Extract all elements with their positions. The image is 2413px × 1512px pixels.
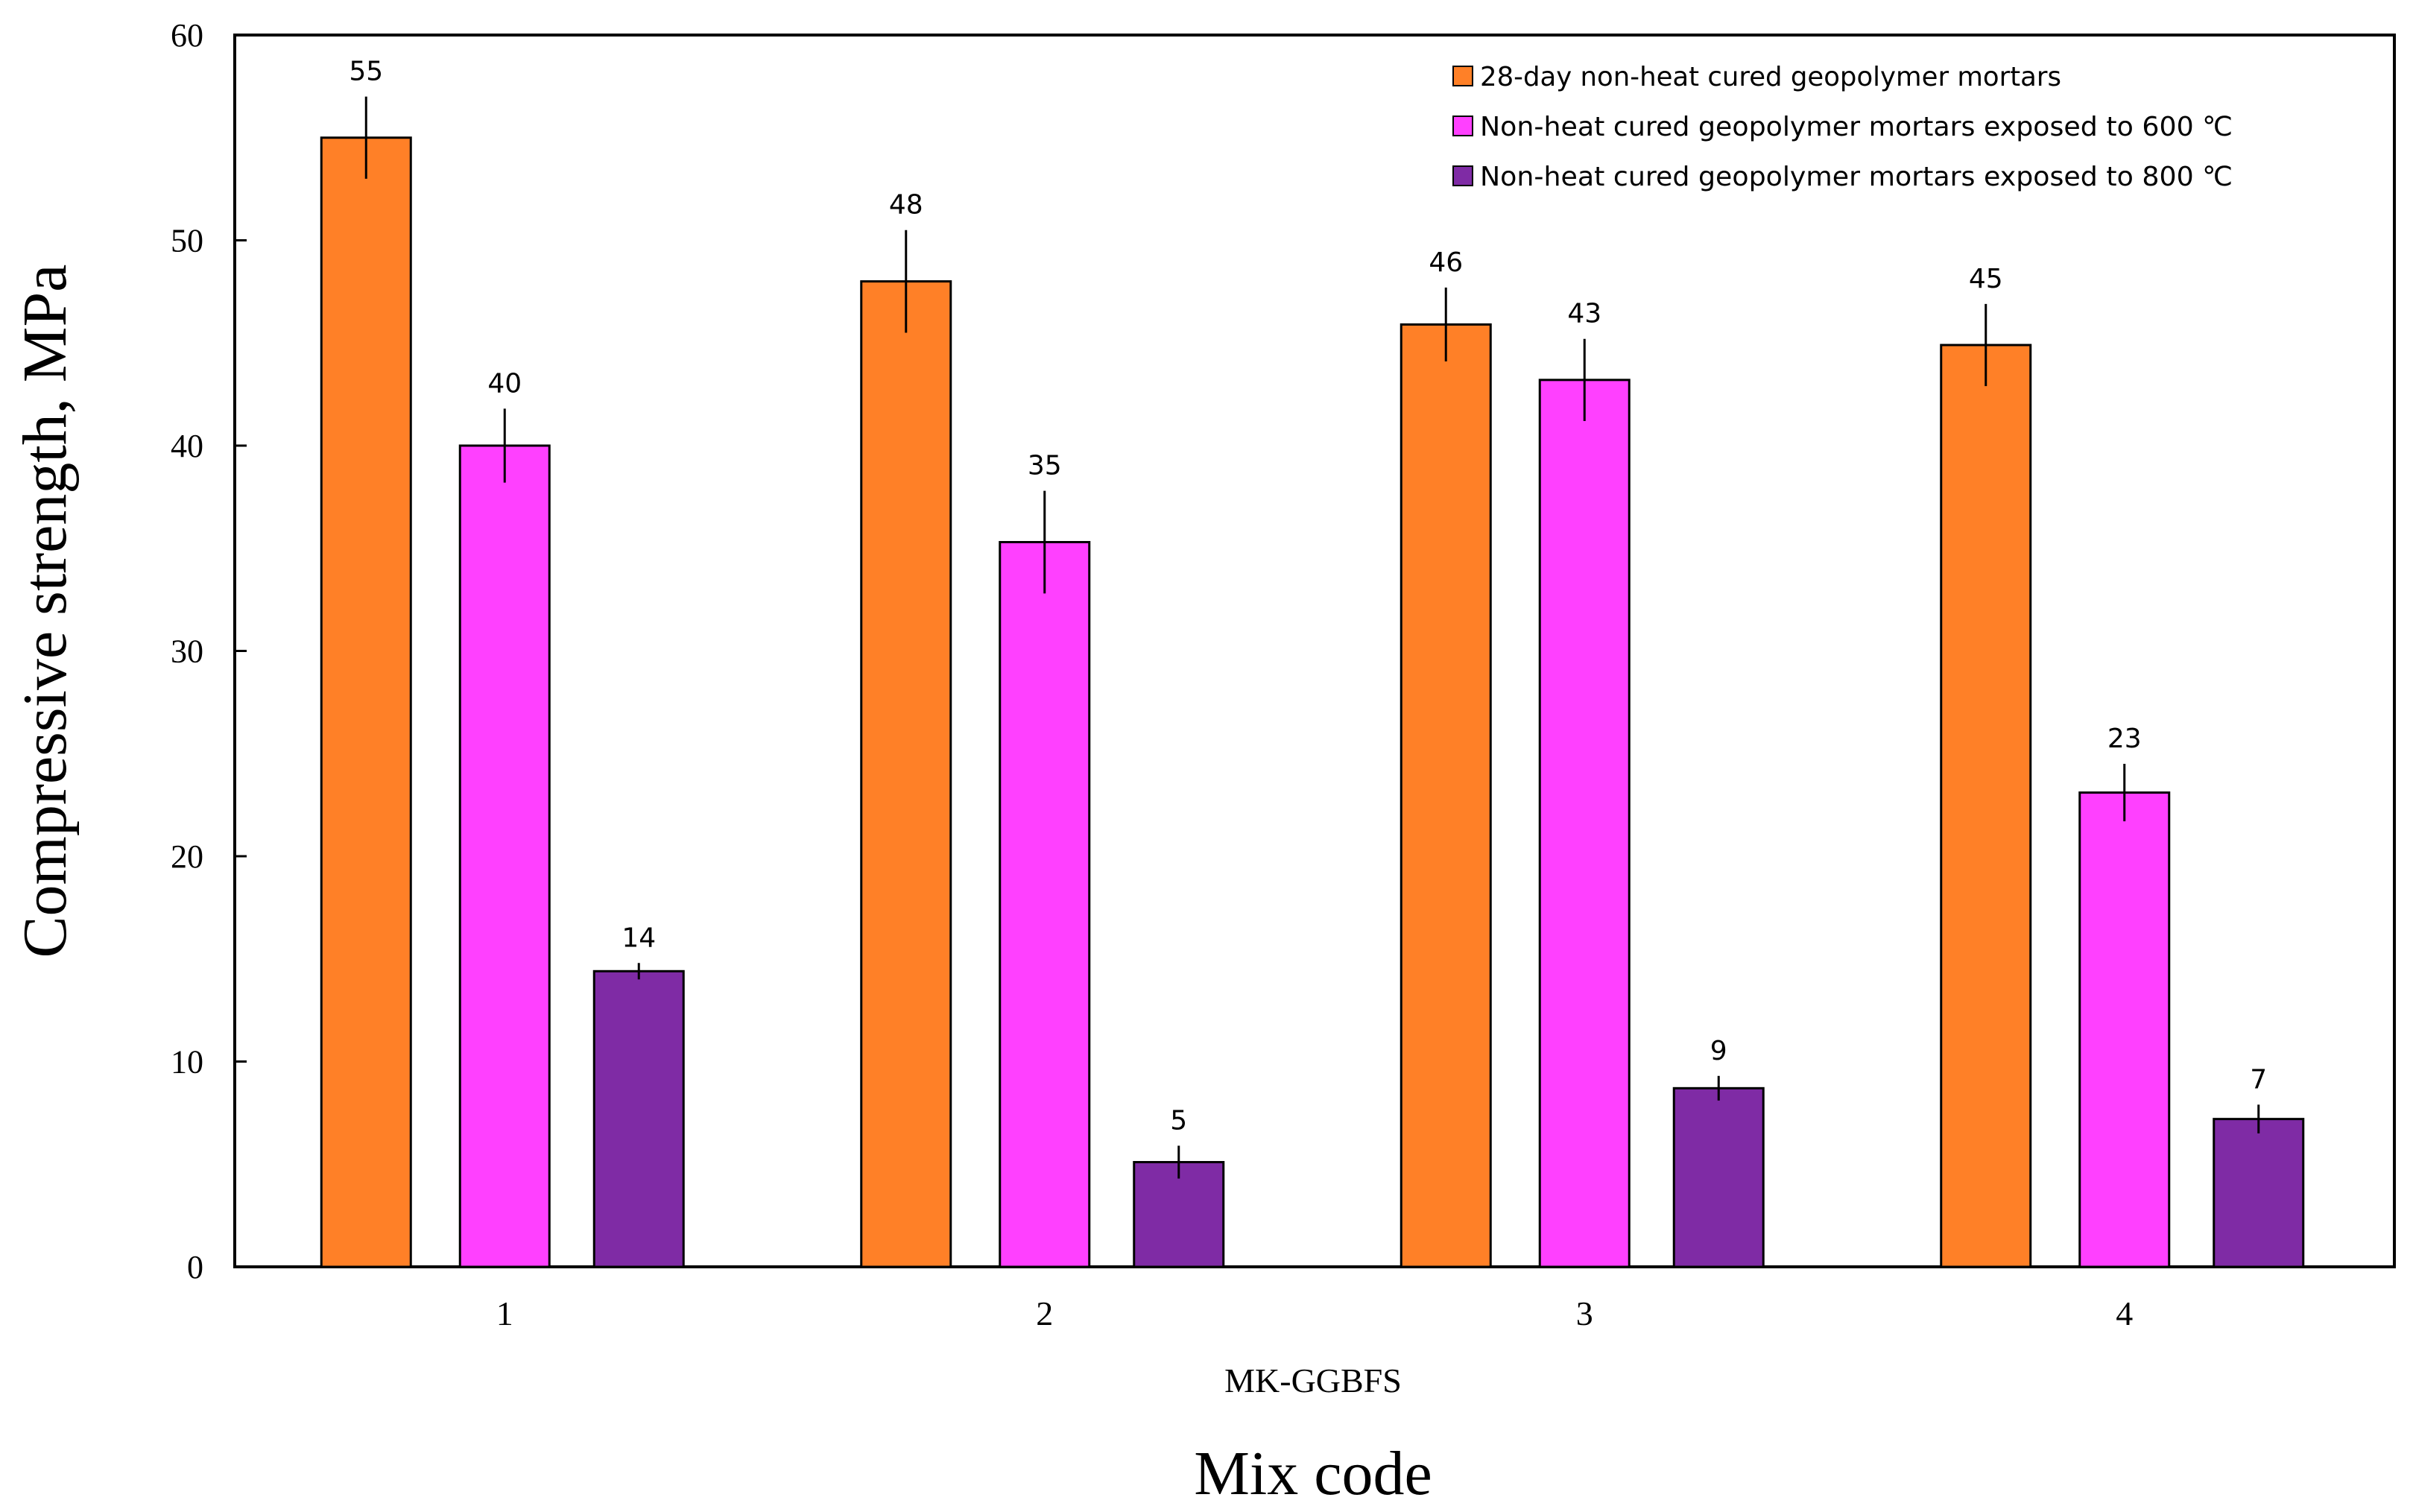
legend-label: Non-heat cured geopolymer mortars expose…	[1480, 112, 2233, 142]
y-tick-label: 50	[171, 223, 203, 259]
legend: 28-day non-heat cured geopolymer mortars…	[1452, 62, 2233, 192]
legend-swatch	[1452, 116, 1473, 136]
bar	[860, 280, 952, 1268]
x-tick-label: 4	[2116, 1294, 2133, 1332]
data-label: 14	[622, 923, 656, 953]
x-tick-label: 2	[1036, 1294, 1053, 1332]
x-tick-label: 1	[496, 1294, 513, 1332]
bar	[1538, 379, 1631, 1268]
bar	[1133, 1160, 1225, 1268]
legend-swatch	[1452, 66, 1473, 86]
legend-label: 28-day non-heat cured geopolymer mortars	[1480, 62, 2061, 92]
bar	[1940, 344, 2032, 1268]
data-label: 40	[487, 368, 522, 399]
data-label: 43	[1567, 299, 1601, 329]
x-tick-label: 3	[1576, 1294, 1593, 1332]
legend-label: Non-heat cured geopolymer mortars expose…	[1480, 162, 2233, 192]
data-label: 5	[1170, 1105, 1187, 1136]
y-axis-label: Compressive strength, MPa	[10, 265, 80, 958]
bar	[999, 540, 1091, 1268]
bar	[1400, 323, 1492, 1268]
data-label: 7	[2250, 1064, 2267, 1095]
plot-area	[233, 34, 2396, 1268]
y-tick-label: 40	[171, 428, 203, 464]
x-axis-ticks: 1 2 3 4	[496, 1256, 2133, 1332]
y-tick-label: 0	[187, 1249, 203, 1285]
y-tick-label: 30	[171, 633, 203, 670]
data-label: 35	[1028, 451, 1062, 481]
data-label: 48	[889, 190, 923, 221]
legend-swatch	[1452, 165, 1473, 186]
y-tick-label: 20	[171, 838, 203, 875]
bar	[2213, 1118, 2305, 1268]
bar	[2078, 791, 2171, 1268]
data-label: 55	[349, 57, 383, 87]
x-axis-label: Mix code	[1194, 1439, 1432, 1508]
data-label: 9	[1710, 1036, 1727, 1066]
bar	[458, 444, 551, 1268]
bar	[320, 136, 412, 1268]
bar	[1672, 1086, 1765, 1268]
y-tick-label: 60	[171, 17, 203, 54]
y-tick-label: 10	[171, 1044, 203, 1081]
data-label: 23	[2107, 724, 2142, 754]
data-label: 45	[1969, 264, 2003, 294]
data-label: 46	[1429, 247, 1463, 278]
x-axis-sublabel: MK-GGBFS	[1224, 1361, 1402, 1399]
y-axis-ticks: 0 10 20 30 40 50 60	[171, 17, 247, 1285]
bar	[592, 969, 685, 1268]
bars-group: 55 40 14 48 35 5 46 43 9 45 23 7	[320, 57, 2305, 1268]
